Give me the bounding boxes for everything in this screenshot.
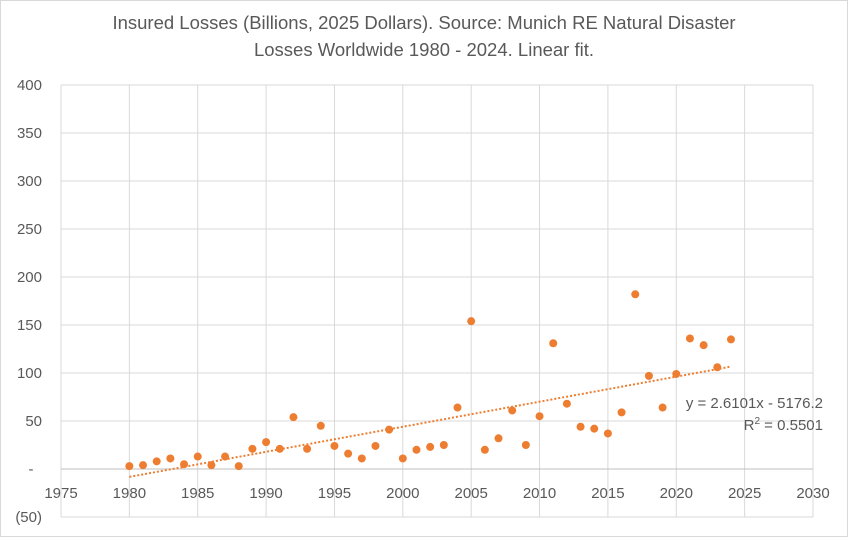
data-point [672, 369, 681, 378]
data-point [398, 454, 407, 463]
data-point [480, 445, 489, 454]
data-point [562, 399, 571, 408]
data-point [412, 445, 421, 454]
data-point [726, 335, 735, 344]
x-tick-label: 1995 [318, 485, 351, 502]
trendline [129, 365, 732, 478]
data-point [535, 412, 544, 421]
y-tick-label: 400 [17, 77, 42, 94]
data-point [508, 406, 517, 415]
data-point [699, 341, 708, 350]
data-point [467, 317, 476, 326]
data-point [371, 441, 380, 450]
data-point [453, 403, 462, 412]
data-point [603, 429, 612, 438]
x-tick-label: 2030 [796, 485, 829, 502]
data-point [248, 444, 257, 453]
data-point [234, 462, 243, 471]
data-point [439, 441, 448, 449]
data-point [357, 454, 366, 463]
data-point [330, 441, 339, 450]
title-line-1: Insured Losses (Billions, 2025 Dollars).… [112, 12, 736, 33]
x-tick-label: 1975 [44, 485, 77, 502]
data-point [303, 444, 312, 453]
x-tick-label: 1990 [249, 485, 282, 502]
data-point [549, 339, 558, 348]
y-tick-label: 300 [17, 173, 42, 190]
data-point [166, 454, 175, 463]
x-tick-label: 2025 [728, 485, 761, 502]
data-point [631, 290, 640, 299]
data-point [494, 434, 503, 443]
x-tick-label: 2005 [454, 485, 487, 502]
trendline-equation: y = 2.6101x - 5176.2 [686, 395, 823, 412]
data-point [426, 442, 435, 451]
title-line-2: Losses Worldwide 1980 - 2024. Linear fit… [253, 39, 595, 60]
data-point [617, 408, 626, 417]
y-tick-label: 250 [17, 221, 42, 238]
data-point [576, 422, 585, 431]
y-tick-label: 50 [25, 413, 42, 430]
data-point [125, 462, 134, 471]
y-tick-label: 150 [17, 317, 42, 334]
x-tick-label: 1980 [113, 485, 146, 502]
x-tick-label: 2020 [660, 485, 693, 502]
data-point [262, 438, 271, 447]
data-point [344, 449, 353, 458]
data-point [658, 403, 667, 412]
data-point [139, 461, 148, 470]
data-point [180, 460, 189, 469]
data-point [644, 371, 653, 380]
data-point [152, 457, 161, 466]
x-tick-label: 2000 [386, 485, 419, 502]
x-tick-label: 2010 [523, 485, 556, 502]
chart-title: Insured Losses (Billions, 2025 Dollars).… [1, 9, 847, 63]
data-point [713, 363, 722, 372]
x-tick-label: 2015 [591, 485, 624, 502]
data-point [590, 424, 599, 433]
x-tick-label: 1985 [181, 485, 214, 502]
data-point [521, 441, 530, 449]
data-point [221, 452, 230, 461]
y-tick-label: - [29, 461, 34, 478]
data-point [207, 461, 216, 470]
r-squared-label: R2 = 0.5501 [744, 416, 823, 434]
y-tick-label: 350 [17, 125, 42, 142]
data-point [385, 425, 394, 434]
data-point [316, 421, 325, 430]
data-point [685, 334, 694, 343]
y-tick-label: 100 [17, 365, 42, 382]
data-point [275, 444, 284, 453]
data-point [193, 452, 202, 461]
data-point [289, 413, 298, 422]
y-tick-label: 200 [17, 269, 42, 286]
y-tick-label: (50) [15, 509, 42, 526]
